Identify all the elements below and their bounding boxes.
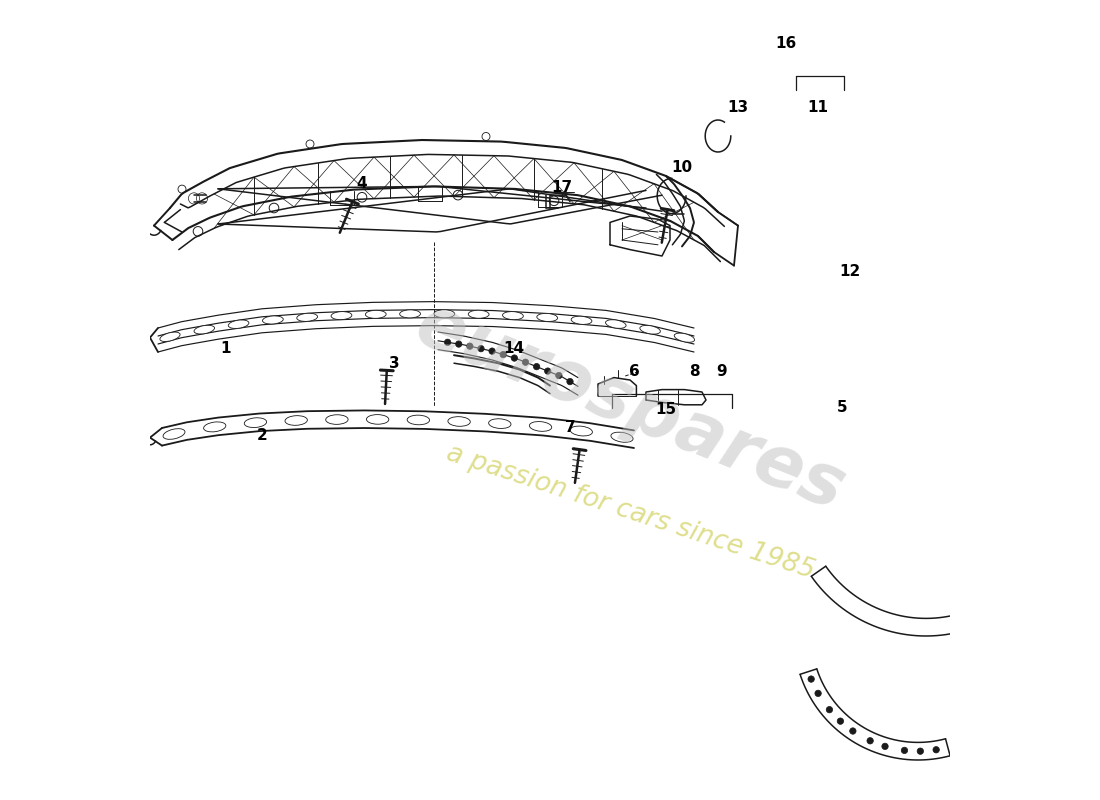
Text: 6: 6 [628,365,639,379]
Text: 5: 5 [837,401,847,415]
Polygon shape [646,390,706,405]
Ellipse shape [503,311,524,320]
Circle shape [901,747,908,754]
Ellipse shape [571,316,592,324]
Text: 10: 10 [671,161,693,175]
Text: 15: 15 [656,402,676,417]
Ellipse shape [674,333,694,342]
Ellipse shape [244,418,266,427]
Circle shape [837,718,844,724]
Ellipse shape [365,310,386,318]
Circle shape [500,351,506,358]
Circle shape [917,748,924,754]
Ellipse shape [160,332,180,342]
Circle shape [534,363,540,370]
Circle shape [933,746,939,753]
Circle shape [477,346,484,352]
Circle shape [444,339,451,346]
Circle shape [488,348,495,354]
Text: eurospares: eurospares [405,290,855,526]
Text: 14: 14 [504,341,525,355]
Ellipse shape [610,432,634,442]
Text: 3: 3 [388,357,399,371]
Text: 4: 4 [356,177,367,191]
Ellipse shape [194,326,214,334]
Polygon shape [610,216,670,256]
Ellipse shape [163,429,185,439]
Ellipse shape [331,312,352,320]
Ellipse shape [204,422,226,432]
Ellipse shape [297,314,318,322]
Ellipse shape [326,414,348,424]
Ellipse shape [229,320,249,329]
Ellipse shape [433,310,454,318]
Circle shape [566,378,573,385]
Ellipse shape [263,316,284,324]
Text: 17: 17 [551,181,573,195]
Text: 1: 1 [221,341,231,355]
Text: 8: 8 [689,365,700,379]
Ellipse shape [570,426,593,436]
Ellipse shape [537,314,558,322]
Circle shape [882,743,888,750]
Text: 16: 16 [776,37,796,51]
Text: 9: 9 [717,365,727,379]
Circle shape [466,343,473,350]
Text: 13: 13 [727,101,749,115]
Text: 7: 7 [564,421,575,435]
Text: 2: 2 [256,429,267,443]
Circle shape [849,728,856,734]
Circle shape [522,359,529,366]
Ellipse shape [366,414,388,424]
Circle shape [512,355,518,362]
Circle shape [808,676,814,682]
Ellipse shape [407,415,430,425]
Ellipse shape [529,422,552,431]
Circle shape [544,368,551,374]
Circle shape [455,341,462,347]
Ellipse shape [640,326,660,334]
Ellipse shape [399,310,420,318]
Text: 12: 12 [839,265,860,279]
Text: 11: 11 [807,101,828,115]
Ellipse shape [488,418,512,429]
Ellipse shape [285,416,307,426]
Ellipse shape [605,320,626,328]
Circle shape [867,738,873,744]
Text: a passion for cars since 1985: a passion for cars since 1985 [442,440,817,584]
Circle shape [826,706,833,713]
Ellipse shape [448,417,471,426]
Circle shape [556,372,562,378]
Ellipse shape [469,310,490,318]
Circle shape [815,690,822,697]
